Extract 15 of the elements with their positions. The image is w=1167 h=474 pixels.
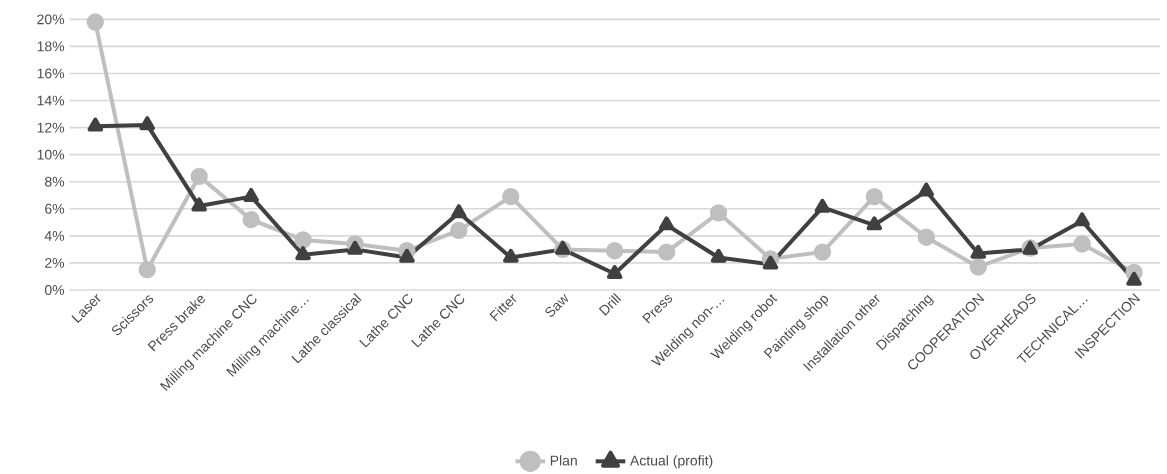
y-tick-label: 8% <box>45 176 65 187</box>
y-tick-label: 10% <box>37 149 65 160</box>
x-tick-label: Drill <box>598 292 622 316</box>
legend-label: Plan <box>550 455 577 466</box>
y-tick-label: 2% <box>45 258 65 268</box>
legend-label: Actual (profit) <box>630 455 713 469</box>
y-tick-label: 6% <box>45 203 65 214</box>
y-tick-label: 14% <box>37 95 65 106</box>
y-tick-label: 20% <box>37 14 65 25</box>
y-tick-label: 0% <box>44 285 65 295</box>
y-tick-label: 12% <box>37 122 65 133</box>
y-tick-label: 16% <box>37 68 65 79</box>
y-tick-label: 18% <box>37 41 65 52</box>
y-tick-label: 4% <box>44 230 65 241</box>
x-tick-label: Saw <box>545 293 569 317</box>
